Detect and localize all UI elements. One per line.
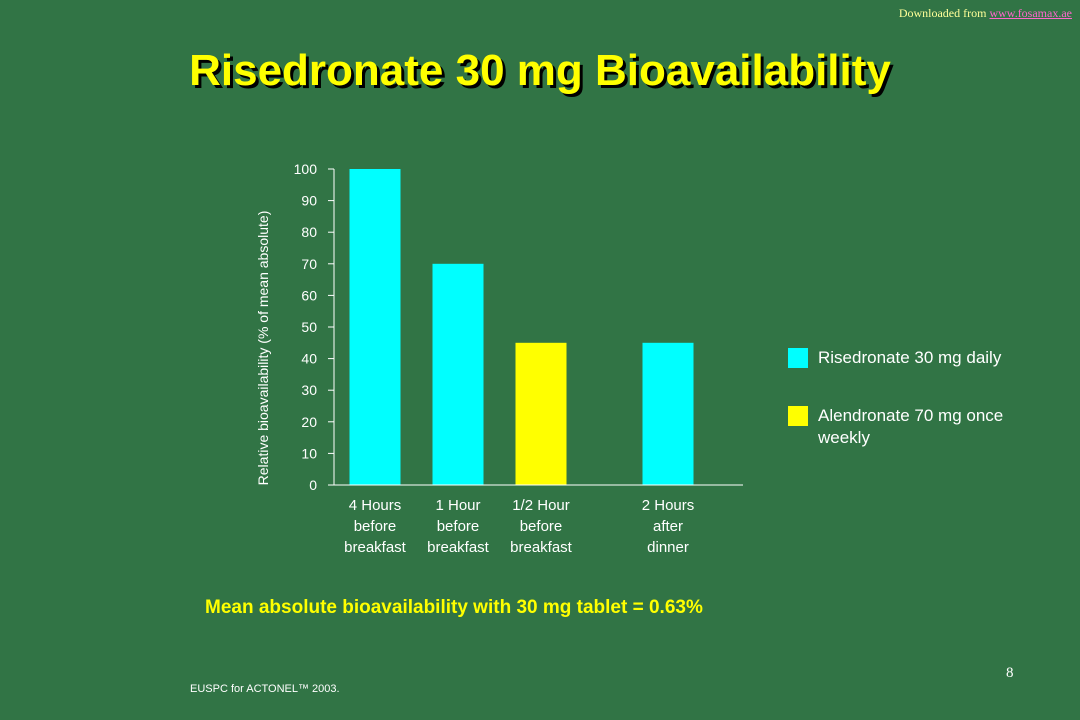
source-credit: Downloaded from www.fosamax.ae xyxy=(899,6,1072,21)
y-tick-label: 50 xyxy=(301,319,317,335)
slide-number: 8 xyxy=(1006,665,1014,681)
x-category-label: breakfast xyxy=(344,539,407,556)
legend-label-risedronate: Risedronate 30 mg daily xyxy=(818,348,1002,367)
legend-swatch-risedronate xyxy=(788,348,808,368)
y-axis-label: Relative bioavailability (% of mean abso… xyxy=(255,211,271,486)
y-tick-label: 0 xyxy=(309,477,317,493)
x-category-label: before xyxy=(437,518,480,535)
y-axis-label-group: Relative bioavailability (% of mean abso… xyxy=(255,211,271,486)
bars xyxy=(349,169,694,485)
y-tick-label: 100 xyxy=(294,161,318,177)
slide-title: Risedronate 30 mg Bioavailability xyxy=(189,46,891,95)
x-category-label: after xyxy=(653,518,683,535)
x-category-label: before xyxy=(354,518,397,535)
source-link[interactable]: www.fosamax.ae xyxy=(989,6,1072,20)
source-prefix: Downloaded from xyxy=(898,6,990,20)
y-tick-label: 70 xyxy=(301,256,317,272)
y-axis-ticks: 0 10 20 30 40 50 60 70 80 90 100 xyxy=(294,161,334,493)
y-tick-label: 80 xyxy=(301,224,317,240)
x-category-label: breakfast xyxy=(427,539,490,556)
x-category-label: 4 Hours xyxy=(349,497,402,514)
legend-swatch-alendronate xyxy=(788,406,808,426)
x-category-label: dinner xyxy=(647,539,689,556)
bar xyxy=(642,342,694,485)
bar xyxy=(349,169,401,485)
legend-item-alendronate: Alendronate 70 mg once weekly xyxy=(788,405,1018,449)
x-category-label: 1/2 Hour xyxy=(512,497,570,514)
y-tick-label: 40 xyxy=(301,351,317,367)
summary-note: Mean absolute bioavailability with 30 mg… xyxy=(205,597,703,618)
y-tick-label: 30 xyxy=(301,382,317,398)
y-tick-label: 20 xyxy=(301,414,317,430)
x-category-label: 2 Hours xyxy=(642,497,695,514)
legend-item-risedronate: Risedronate 30 mg daily xyxy=(788,347,1018,369)
x-axis-labels: 4 Hours before breakfast 1 Hour before breakf… xyxy=(344,497,694,556)
y-tick-label: 60 xyxy=(301,287,317,303)
x-category-label: breakfast xyxy=(510,539,573,556)
legend-label-alendronate: Alendronate 70 mg once weekly xyxy=(818,406,1004,447)
bar xyxy=(432,263,484,485)
x-category-label: before xyxy=(520,518,563,535)
y-tick-label: 90 xyxy=(301,193,317,209)
bar xyxy=(515,342,567,485)
y-tick-label: 10 xyxy=(301,445,317,461)
reference-footnote: EUSPC for ACTONEL™ 2003. xyxy=(190,683,340,695)
x-category-label: 1 Hour xyxy=(435,497,480,514)
